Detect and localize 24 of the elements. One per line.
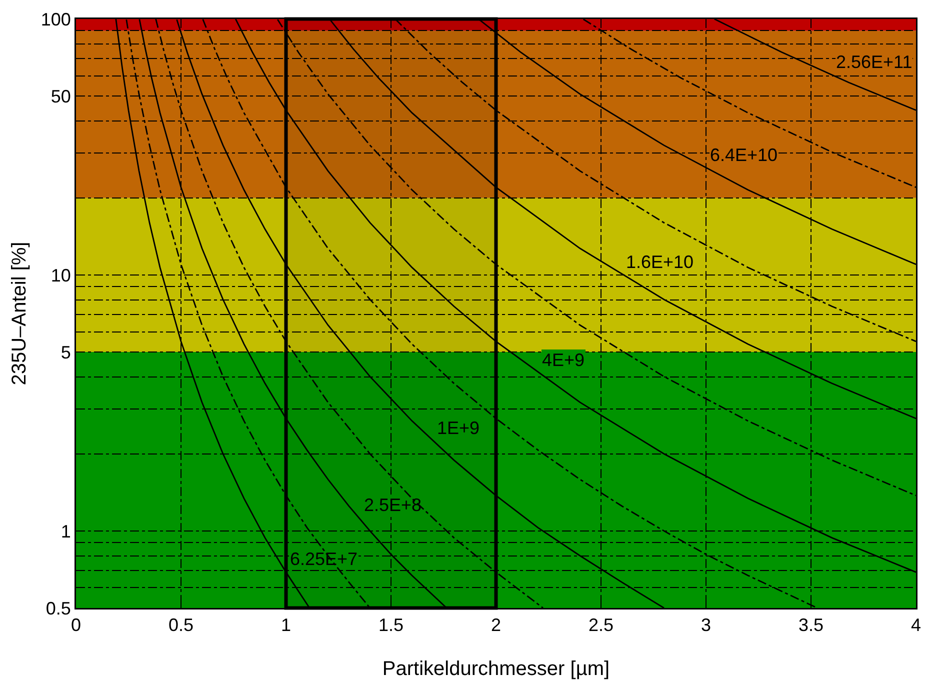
- y-tick-label: 100: [40, 9, 71, 30]
- x-tick-label: 1.5: [378, 615, 404, 636]
- x-axis-title: Partikeldurchmesser [µm]: [382, 658, 610, 680]
- y-axis-title: 235U–Anteil [%]: [8, 242, 30, 386]
- y-tick-label: 50: [50, 86, 71, 106]
- x-tick-label: 1: [280, 615, 292, 636]
- x-tick-label: 2: [490, 615, 502, 636]
- x-tick-label: 0.5: [168, 615, 194, 636]
- x-tick-label: 3: [700, 615, 712, 636]
- annotation: 2.5E+8: [364, 495, 422, 515]
- x-tick-label: 0: [70, 615, 82, 636]
- annotation: 1E+9: [437, 418, 480, 438]
- annotation: 2.56E+11: [836, 52, 912, 72]
- x-tick-label: 4: [910, 615, 922, 636]
- annotation: 1.6E+10: [626, 252, 694, 272]
- x-tick-label: 2.5: [588, 615, 614, 636]
- y-tick-label: 10: [50, 265, 71, 286]
- y-tick-label: 1: [60, 521, 71, 542]
- annotation: 4E+9: [542, 350, 585, 370]
- y-tick-label: 5: [60, 342, 71, 362]
- x-tick-label: 3.5: [798, 615, 824, 636]
- y-tick-label: 0.5: [46, 598, 71, 618]
- annotation: 6.4E+10: [710, 145, 778, 165]
- annotation: 6.25E+7: [290, 549, 358, 569]
